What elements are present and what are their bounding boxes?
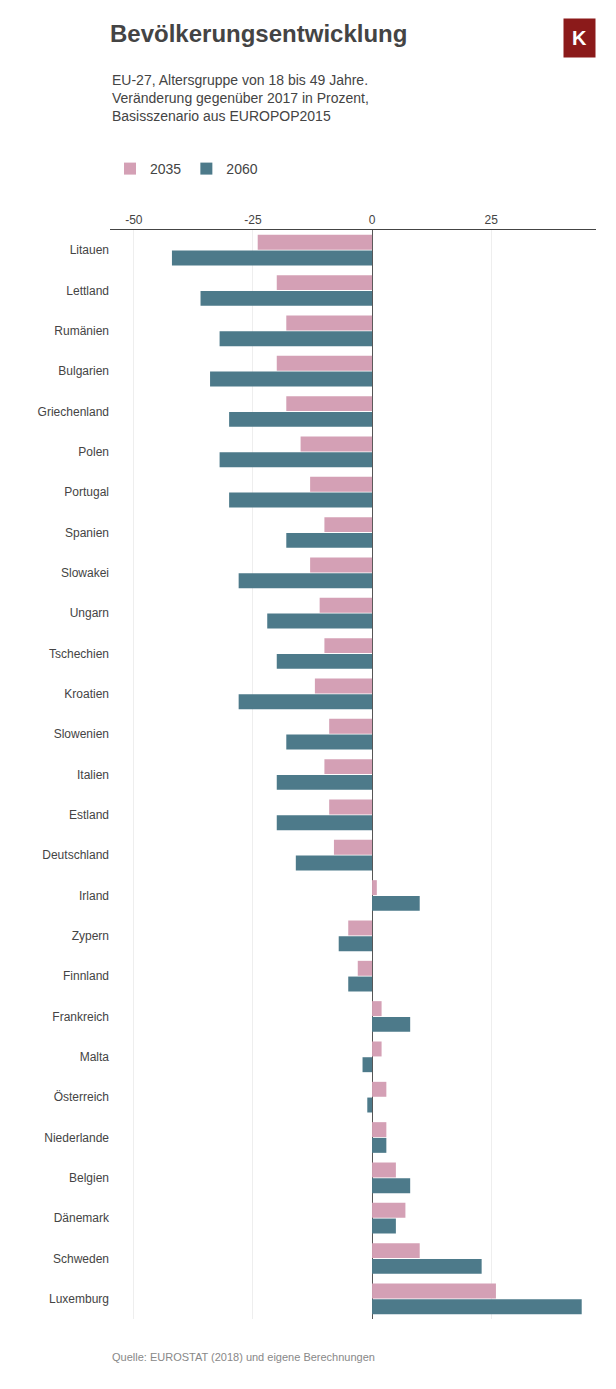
svg-text:Bulgarien: Bulgarien <box>58 364 109 378</box>
svg-text:Niederlande: Niederlande <box>44 1131 109 1145</box>
svg-text:Deutschland: Deutschland <box>42 848 109 862</box>
svg-text:2060: 2060 <box>226 161 257 177</box>
svg-text:Dänemark: Dänemark <box>54 1211 110 1225</box>
svg-text:-25: -25 <box>244 213 262 227</box>
svg-text:EU-27, Altersgruppe von 18 bis: EU-27, Altersgruppe von 18 bis 49 Jahre.… <box>112 72 369 124</box>
svg-text:Spanien: Spanien <box>65 526 109 540</box>
svg-text:Slowenien: Slowenien <box>54 727 109 741</box>
svg-text:Irland: Irland <box>79 889 109 903</box>
svg-text:Rumänien: Rumänien <box>54 324 109 338</box>
svg-text:Slowakei: Slowakei <box>61 566 109 580</box>
svg-text:Lettland: Lettland <box>66 284 109 298</box>
svg-text:0: 0 <box>369 213 376 227</box>
svg-text:Schweden: Schweden <box>53 1252 109 1266</box>
svg-text:Ungarn: Ungarn <box>70 606 109 620</box>
svg-text:K: K <box>572 27 587 49</box>
svg-text:Finnland: Finnland <box>63 969 109 983</box>
svg-text:-50: -50 <box>125 213 143 227</box>
svg-text:Bevölkerungsentwicklung: Bevölkerungsentwicklung <box>110 20 407 47</box>
svg-text:2035: 2035 <box>150 161 181 177</box>
svg-text:Portugal: Portugal <box>64 485 109 499</box>
svg-text:Litauen: Litauen <box>70 243 109 257</box>
svg-text:Estland: Estland <box>69 808 109 822</box>
svg-text:Zypern: Zypern <box>72 929 109 943</box>
svg-text:Italien: Italien <box>77 768 109 782</box>
svg-text:25: 25 <box>485 213 499 227</box>
svg-text:Belgien: Belgien <box>69 1171 109 1185</box>
svg-text:Österreich: Österreich <box>54 1090 109 1104</box>
svg-text:Polen: Polen <box>78 445 109 459</box>
svg-text:Tschechien: Tschechien <box>49 647 109 661</box>
svg-text:Quelle: EUROSTAT (2018) und ei: Quelle: EUROSTAT (2018) und eigene Berec… <box>112 1351 375 1363</box>
svg-text:Griechenland: Griechenland <box>38 405 109 419</box>
svg-text:Malta: Malta <box>80 1050 110 1064</box>
svg-text:Kroatien: Kroatien <box>64 687 109 701</box>
svg-text:Frankreich: Frankreich <box>52 1010 109 1024</box>
svg-text:Luxemburg: Luxemburg <box>49 1292 109 1306</box>
